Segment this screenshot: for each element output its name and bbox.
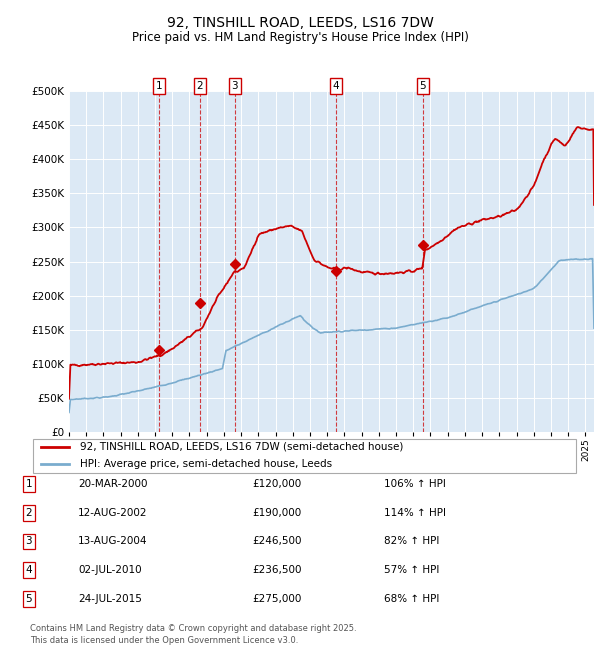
Text: £190,000: £190,000 — [252, 508, 301, 518]
FancyBboxPatch shape — [33, 439, 577, 473]
Text: 4: 4 — [332, 81, 339, 91]
Text: HPI: Average price, semi-detached house, Leeds: HPI: Average price, semi-detached house,… — [80, 460, 332, 469]
Text: 106% ↑ HPI: 106% ↑ HPI — [384, 479, 446, 489]
Text: 68% ↑ HPI: 68% ↑ HPI — [384, 593, 439, 604]
Text: £246,500: £246,500 — [252, 536, 302, 547]
Text: Price paid vs. HM Land Registry's House Price Index (HPI): Price paid vs. HM Land Registry's House … — [131, 31, 469, 44]
Text: 2: 2 — [25, 508, 32, 518]
Text: 12-AUG-2002: 12-AUG-2002 — [78, 508, 148, 518]
Text: 3: 3 — [231, 81, 238, 91]
Text: 1: 1 — [155, 81, 162, 91]
Text: 3: 3 — [25, 536, 32, 547]
Text: 114% ↑ HPI: 114% ↑ HPI — [384, 508, 446, 518]
Text: £275,000: £275,000 — [252, 593, 301, 604]
Text: 4: 4 — [25, 565, 32, 575]
Text: 2: 2 — [197, 81, 203, 91]
Text: 92, TINSHILL ROAD, LEEDS, LS16 7DW: 92, TINSHILL ROAD, LEEDS, LS16 7DW — [167, 16, 433, 31]
Text: 82% ↑ HPI: 82% ↑ HPI — [384, 536, 439, 547]
Text: 13-AUG-2004: 13-AUG-2004 — [78, 536, 148, 547]
Text: Contains HM Land Registry data © Crown copyright and database right 2025.
This d: Contains HM Land Registry data © Crown c… — [30, 624, 356, 645]
Text: £236,500: £236,500 — [252, 565, 302, 575]
Text: £120,000: £120,000 — [252, 479, 301, 489]
Text: 02-JUL-2010: 02-JUL-2010 — [78, 565, 142, 575]
Text: 1: 1 — [25, 479, 32, 489]
Text: 57% ↑ HPI: 57% ↑ HPI — [384, 565, 439, 575]
Text: 24-JUL-2015: 24-JUL-2015 — [78, 593, 142, 604]
Text: 5: 5 — [419, 81, 426, 91]
Text: 20-MAR-2000: 20-MAR-2000 — [78, 479, 148, 489]
Text: 92, TINSHILL ROAD, LEEDS, LS16 7DW (semi-detached house): 92, TINSHILL ROAD, LEEDS, LS16 7DW (semi… — [80, 442, 403, 452]
Text: 5: 5 — [25, 593, 32, 604]
